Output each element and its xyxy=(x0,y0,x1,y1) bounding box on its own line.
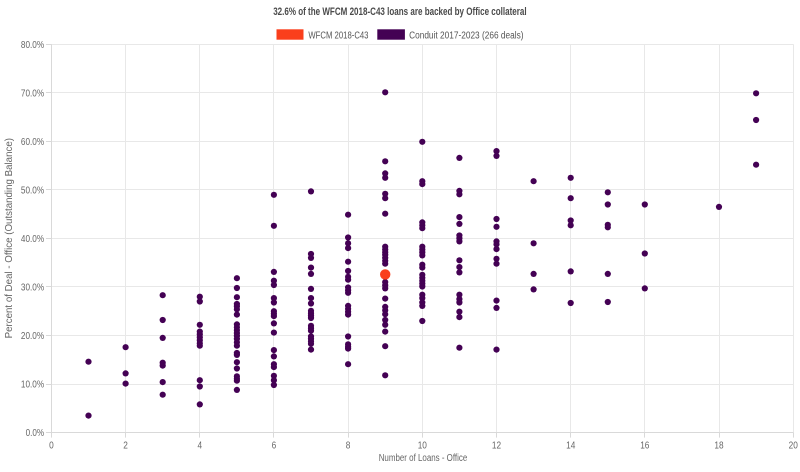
svg-text:80.0%: 80.0% xyxy=(21,40,44,51)
svg-text:10.0%: 10.0% xyxy=(21,380,44,391)
svg-text:30.0%: 30.0% xyxy=(21,283,44,294)
svg-text:0: 0 xyxy=(49,440,54,451)
svg-text:40.0%: 40.0% xyxy=(21,234,44,245)
svg-text:Number of Loans - Office: Number of Loans - Office xyxy=(379,453,468,464)
svg-text:18: 18 xyxy=(714,440,724,451)
svg-text:14: 14 xyxy=(566,440,576,451)
svg-text:60.0%: 60.0% xyxy=(21,137,44,148)
svg-text:4: 4 xyxy=(198,440,203,451)
svg-text:Conduit 2017-2023 (266 deals): Conduit 2017-2023 (266 deals) xyxy=(409,31,523,42)
svg-text:WFCM 2018-C43: WFCM 2018-C43 xyxy=(308,31,368,42)
svg-text:32.6% of the WFCM 2018-C43 loa: 32.6% of the WFCM 2018-C43 loans are bac… xyxy=(273,6,526,18)
svg-text:8: 8 xyxy=(346,440,351,451)
svg-text:50.0%: 50.0% xyxy=(21,186,44,197)
svg-text:0.0%: 0.0% xyxy=(26,428,45,439)
svg-text:Percent of Deal - Office (Outs: Percent of Deal - Office (Outstanding Ba… xyxy=(4,138,15,338)
svg-text:6: 6 xyxy=(272,440,277,451)
svg-text:16: 16 xyxy=(640,440,650,451)
svg-text:2: 2 xyxy=(123,440,128,451)
svg-text:20.0%: 20.0% xyxy=(21,331,44,342)
svg-text:70.0%: 70.0% xyxy=(21,88,44,99)
svg-text:10: 10 xyxy=(418,440,428,451)
svg-text:12: 12 xyxy=(492,440,502,451)
svg-text:20: 20 xyxy=(789,440,799,451)
